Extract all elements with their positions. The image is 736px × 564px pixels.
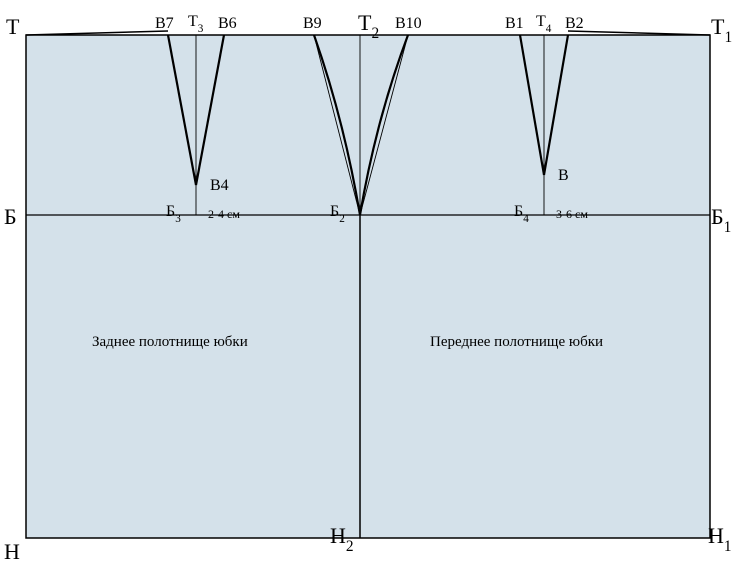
label-N2: Н2 [330, 525, 354, 552]
label-B3: Б3 [166, 204, 181, 223]
label-T2: Т2 [358, 12, 379, 39]
pattern-svg [0, 0, 736, 562]
label-V7: В7 [155, 16, 174, 32]
label-T1: Т1 [711, 16, 732, 43]
label-B: Б [4, 206, 17, 228]
label-N: Н [4, 541, 20, 563]
panel-back-label: Заднее полотнище юбки [92, 335, 248, 350]
label-V6: В6 [218, 16, 237, 32]
label-V1: В1 [505, 16, 524, 32]
label-V4: В4 [210, 178, 229, 194]
diagram-stage: Т Т1 Т2 Т3 Т4 В7 В6 В9 В10 В1 В2 В4 В Б Б1 Б2 Б3 Б4 2-4 см… [0, 0, 736, 562]
label-B2: Б2 [330, 204, 345, 223]
label-T: Т [6, 16, 19, 38]
panel-front-label: Переднее полотнище юбки [430, 335, 603, 350]
label-B1: Б1 [711, 206, 731, 233]
label-V: В [558, 168, 569, 184]
label-V9: В9 [303, 16, 322, 32]
label-B4: Б4 [514, 204, 529, 223]
label-T4: Т4 [536, 14, 551, 33]
note-front-dart: 3-6 см [556, 208, 588, 220]
label-V10: В10 [395, 16, 422, 32]
label-N1: Н1 [708, 525, 732, 552]
label-T3: Т3 [188, 14, 203, 33]
label-V2: В2 [565, 16, 584, 32]
note-back-dart: 2-4 см [208, 208, 240, 220]
